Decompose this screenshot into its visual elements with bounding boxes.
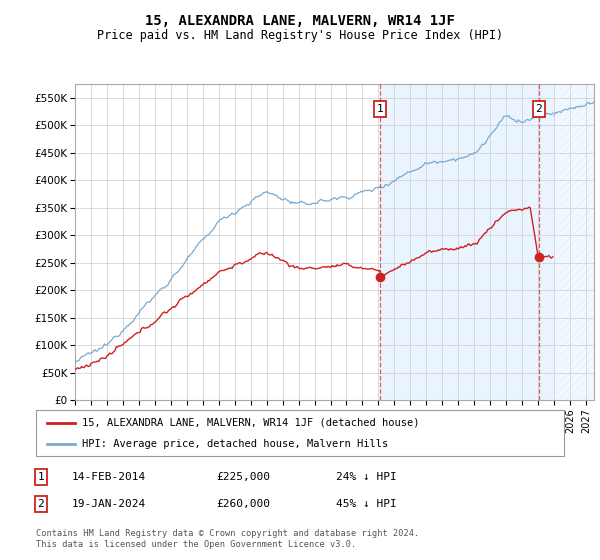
Text: 24% ↓ HPI: 24% ↓ HPI xyxy=(336,472,397,482)
Text: 1: 1 xyxy=(37,472,44,482)
Bar xyxy=(554,84,594,400)
Text: Contains HM Land Registry data © Crown copyright and database right 2024.
This d: Contains HM Land Registry data © Crown c… xyxy=(36,529,419,549)
Text: 2: 2 xyxy=(536,104,542,114)
Text: 19-JAN-2024: 19-JAN-2024 xyxy=(72,499,146,509)
Text: 14-FEB-2014: 14-FEB-2014 xyxy=(72,472,146,482)
Text: HPI: Average price, detached house, Malvern Hills: HPI: Average price, detached house, Malv… xyxy=(82,439,388,449)
Text: Price paid vs. HM Land Registry's House Price Index (HPI): Price paid vs. HM Land Registry's House … xyxy=(97,29,503,42)
Text: 1: 1 xyxy=(377,104,384,114)
Text: 15, ALEXANDRA LANE, MALVERN, WR14 1JF (detached house): 15, ALEXANDRA LANE, MALVERN, WR14 1JF (d… xyxy=(82,418,420,428)
Text: £260,000: £260,000 xyxy=(216,499,270,509)
Text: 45% ↓ HPI: 45% ↓ HPI xyxy=(336,499,397,509)
Bar xyxy=(380,84,554,400)
Text: 2: 2 xyxy=(37,499,44,509)
Text: 15, ALEXANDRA LANE, MALVERN, WR14 1JF: 15, ALEXANDRA LANE, MALVERN, WR14 1JF xyxy=(145,14,455,28)
Text: £225,000: £225,000 xyxy=(216,472,270,482)
